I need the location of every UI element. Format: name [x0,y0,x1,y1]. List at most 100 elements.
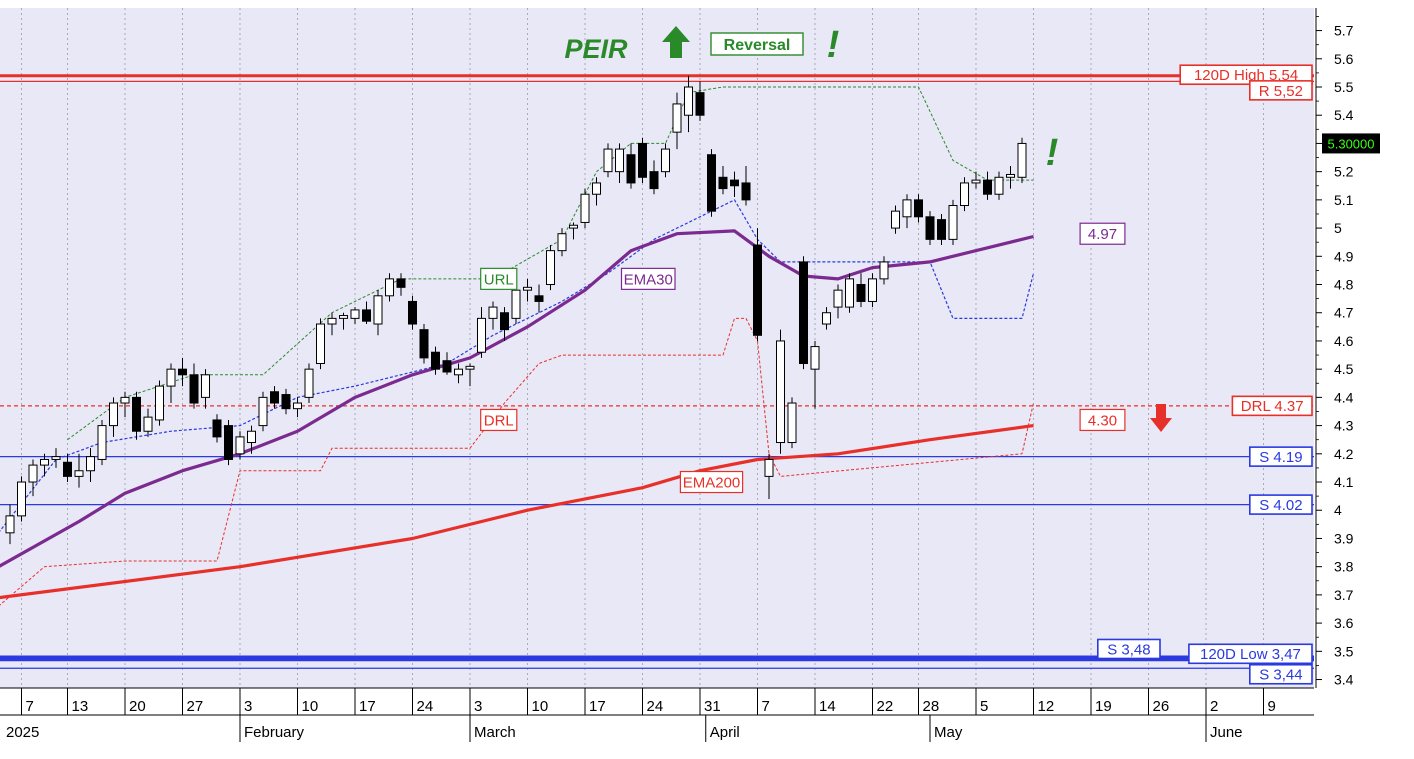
candle [442,352,452,375]
candle-body [994,176,1004,195]
candle-body [155,385,164,421]
level-label: S 3,44 [1249,663,1313,685]
candle [511,284,521,325]
candle [40,453,49,477]
ema30-value-label-box [1079,222,1126,245]
y-tick-label: 4.3 [1334,418,1354,434]
candle [178,357,187,387]
candle-body [511,289,521,319]
x-tick-label: 7 [26,698,34,715]
candle-body [143,416,153,432]
candle-body [822,312,831,325]
candle-body [166,368,176,387]
candle [994,171,1004,200]
candle-body [63,461,72,477]
candle-body [327,317,337,325]
candle [523,278,532,302]
x-tick-label: 17 [359,698,376,715]
candle-body [465,365,475,370]
y-tick-label: 3.4 [1334,672,1354,688]
candle [454,363,463,384]
level-label: S 3,48 [1097,638,1161,660]
candle [212,414,222,443]
candle [753,228,762,341]
candle [224,419,233,466]
x-tick-label: 28 [923,698,940,715]
candle-body [684,86,693,116]
candle-body [557,233,567,252]
y-tick-label: 4.9 [1334,248,1354,264]
candle [684,75,693,133]
candle-body [212,419,222,438]
month-label: June [1210,724,1243,741]
candle [580,188,590,229]
candle [718,166,728,195]
y-tick-label: 4.2 [1334,446,1354,462]
level-label-box [1249,663,1313,685]
candle [419,324,429,364]
x-tick-label: 17 [589,698,606,715]
month-label: April [710,724,740,741]
level-label-box [1249,446,1313,467]
candle-body [937,219,946,240]
candle-body [373,295,383,325]
candle [649,160,659,195]
level-label: 120D Low 3,47 [1188,643,1313,665]
candle [856,273,866,308]
level-label: S 4.19 [1249,446,1313,467]
candle [948,199,958,246]
candle-body [569,224,578,229]
x-tick-label: 10 [532,698,549,715]
level-label-text: S 4.19 [1259,449,1302,466]
ema200-label-box [679,470,744,494]
candle-body [856,284,866,302]
candle [316,318,325,370]
candle-body [603,148,613,173]
level-label-text: S 4.02 [1259,497,1302,514]
candle [776,329,785,454]
candle [28,459,38,497]
candle [557,228,567,257]
candle [1017,137,1027,183]
ema30-value-label-text: 4.97 [1088,226,1117,243]
y-tick-label: 5.4 [1334,107,1354,123]
ema30-label-box [620,267,676,290]
url-label: URL [480,267,518,290]
x-tick-label: 14 [819,698,836,715]
candle [97,419,107,466]
x-tick-label: 3 [244,698,252,715]
level-label-box [1231,395,1313,417]
candle [327,312,337,336]
candle-body [741,182,751,201]
candle [787,397,797,449]
month-label: February [244,724,305,741]
candle [707,149,716,217]
candle [488,301,498,330]
candle-body [51,456,61,460]
candle-body [592,182,601,195]
ema30-label-text: EMA30 [624,271,673,288]
candle [891,205,900,234]
candle [132,391,141,440]
candle [810,340,820,409]
url-line [67,86,1034,441]
candle [477,307,486,358]
candle-body [201,374,210,398]
y-tick-label: 4.8 [1334,277,1354,293]
candle-body [120,396,130,404]
candle-body [649,171,659,190]
candle-body [626,154,636,184]
y-tick-label: 3.7 [1334,587,1354,603]
x-tick-label: 12 [1038,698,1055,715]
candle [626,143,636,189]
level-label-text: 120D High 5.54 [1194,67,1298,84]
candle [569,222,578,240]
level-label-box [1097,638,1161,660]
candle-body [983,179,992,195]
candle-body [132,396,141,432]
x-tick-label: 3 [474,698,482,715]
ema200-value-label: 4.30 [1079,408,1126,432]
candle-body [224,425,233,460]
y-tick-label: 4.1 [1334,474,1354,490]
